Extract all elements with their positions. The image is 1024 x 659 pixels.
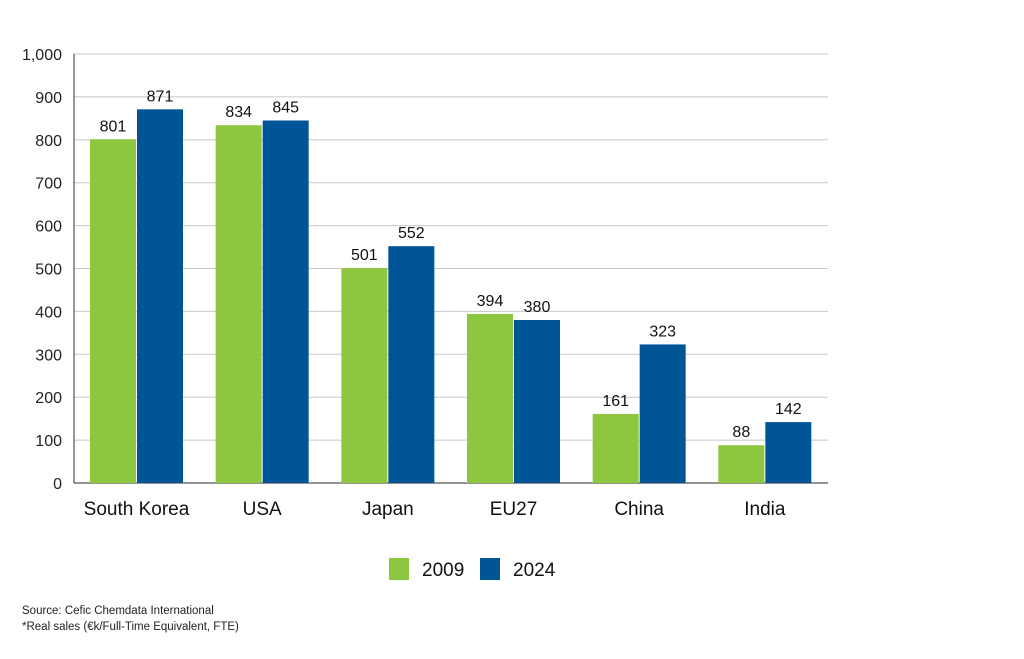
legend-swatch-2009 — [389, 558, 409, 580]
legend-label: 2009 — [422, 560, 464, 581]
y-tick-label: 1,000 — [22, 47, 62, 64]
y-tick-label: 900 — [35, 90, 62, 107]
bar-2009 — [467, 313, 513, 483]
x-tick-label: USA — [243, 499, 282, 520]
y-tick-label: 500 — [35, 262, 62, 279]
data-label: 142 — [775, 401, 802, 418]
bar-2009 — [90, 139, 136, 483]
bar-2024 — [262, 120, 309, 484]
x-tick-label: South Korea — [84, 499, 190, 520]
y-tick-label: 800 — [35, 133, 62, 150]
source-note: Source: Cefic Chemdata International — [22, 605, 214, 617]
data-label: 323 — [649, 323, 676, 340]
x-tick-label: EU27 — [490, 499, 538, 520]
data-label: 394 — [477, 293, 504, 310]
y-tick-label: 200 — [35, 390, 62, 407]
bar-2009 — [215, 125, 262, 484]
bar-2024 — [514, 319, 560, 483]
bar-2009 — [592, 413, 639, 483]
data-label: 501 — [351, 247, 378, 264]
bar-2024 — [765, 422, 812, 483]
bar-2024 — [639, 344, 686, 483]
y-tick-label: 700 — [35, 176, 62, 193]
x-tick-label: Japan — [362, 499, 414, 520]
y-tick-label: 100 — [35, 433, 62, 450]
data-label: 871 — [147, 88, 174, 105]
y-tick-label: 600 — [35, 219, 62, 236]
bar-2024 — [388, 246, 435, 483]
data-label: 161 — [602, 393, 629, 410]
x-tick-label: India — [744, 499, 786, 520]
legend-swatch-2024 — [480, 558, 500, 580]
legend-label: 2024 — [513, 560, 556, 581]
data-label: 845 — [272, 99, 299, 116]
y-tick-label: 300 — [35, 347, 62, 364]
data-label: 801 — [100, 118, 127, 135]
y-tick-label: 400 — [35, 304, 62, 321]
data-label: 380 — [524, 299, 551, 316]
y-tick-label: 0 — [53, 476, 62, 493]
x-tick-label: China — [614, 499, 664, 520]
data-label: 834 — [225, 104, 252, 121]
bar-2009 — [341, 268, 388, 483]
data-label: 552 — [398, 225, 425, 242]
bar-2009 — [718, 445, 765, 483]
footnote: *Real sales (€k/Full-Time Equivalent, FT… — [22, 621, 239, 633]
bar-2024 — [137, 109, 183, 483]
data-label: 88 — [732, 424, 750, 441]
